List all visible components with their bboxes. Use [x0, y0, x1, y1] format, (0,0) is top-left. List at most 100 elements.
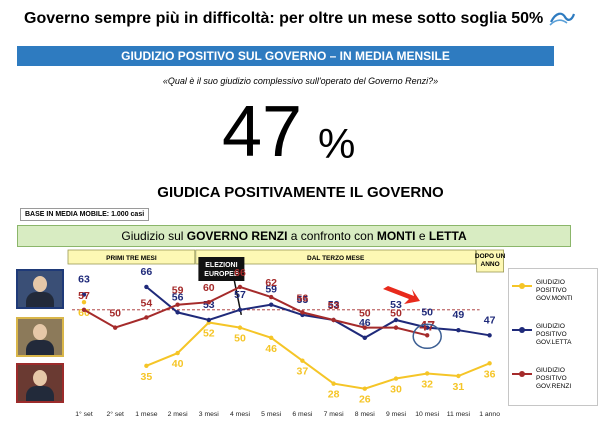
renzi-point: [425, 333, 430, 338]
renzi-point: [300, 310, 305, 315]
renzi-data-label: 47: [419, 317, 435, 333]
monti-data-label: 35: [141, 371, 153, 383]
monti-point: [362, 386, 367, 391]
comparison-renzi: GOVERNO RENZI: [186, 229, 288, 243]
comparison-letta: LETTA: [428, 229, 467, 243]
legend-label: GIUDIZIO POSITIVO GOV.MONTI: [536, 279, 573, 302]
legend-item-monti: GIUDIZIO POSITIVO GOV.MONTI: [512, 279, 596, 309]
renzi-data-label: 62: [265, 277, 277, 289]
renzi-data-label: 50: [390, 308, 402, 320]
renzi-point: [362, 325, 367, 330]
legend-item-renzi: GIUDIZIO POSITIVO GOV.RENZI: [512, 367, 596, 397]
monti-data-label: 30: [390, 384, 402, 396]
annotation-label: ELEZIONI: [205, 262, 237, 269]
renzi-data-label: 66: [234, 267, 246, 279]
section-band: GIUDIZIO POSITIVO SUL GOVERNO – IN MEDIA…: [17, 46, 554, 66]
letta-data-label: 56: [172, 291, 184, 303]
letta-data-label: 47: [484, 314, 496, 326]
letta-data-label: 63: [78, 274, 90, 286]
renzi-point: [393, 325, 399, 330]
subtitle: GIUDICA POSITIVAMENTE IL GOVERNO: [157, 184, 444, 201]
monti-point: [175, 350, 180, 356]
letta-point: [487, 333, 492, 338]
x-tick-label: 11 mesi: [447, 411, 471, 418]
letta-point: [456, 327, 461, 333]
comparison-middle: a confronto con: [287, 229, 377, 243]
monti-portrait: [16, 269, 64, 309]
renzi-point: [113, 325, 118, 330]
letta-point: [175, 310, 180, 315]
monti-point: [331, 381, 336, 386]
legend-item-letta: GIUDIZIO POSITIVO GOV.LETTA: [512, 323, 596, 353]
x-tick-label: 3 mesi: [199, 411, 220, 418]
monti-data-label: 60: [78, 307, 90, 319]
renzi-series-line: [83, 285, 428, 337]
monti-point: [237, 325, 243, 330]
renzi-point: [206, 299, 211, 305]
letta-data-label: 53: [328, 299, 340, 311]
letta-data-label: 66: [141, 266, 153, 278]
x-tick-label: 10 mesi: [415, 411, 439, 418]
phase-box: [67, 249, 196, 265]
x-tick-label: 1 anno: [479, 411, 500, 418]
x-tick-label: 4 mesi: [230, 411, 251, 418]
renzi-data-label: 54: [141, 297, 153, 309]
letta-point: [393, 317, 399, 323]
renzi-data-label: 50: [359, 308, 371, 320]
x-tick-label: 8 mesi: [355, 411, 376, 418]
x-tick-label: 2 mesi: [168, 411, 189, 418]
phase-label: PRIMI TRE MESI: [106, 255, 157, 262]
letta-point: [81, 292, 87, 297]
monti-point: [487, 361, 492, 366]
comparison-monti: MONTI: [376, 229, 416, 243]
monti-point: [269, 335, 274, 341]
x-tick-label: 2° set: [106, 410, 124, 418]
renzi-point: [331, 317, 336, 323]
chart-legend: GIUDIZIO POSITIVO GOV.MONTI GIUDIZIO POSI…: [508, 268, 598, 406]
letta-data-label: 49: [453, 309, 465, 321]
letta-data-label: 50: [421, 307, 433, 319]
monti-point: [300, 358, 305, 363]
monti-data-label: 26: [359, 394, 371, 406]
x-tick-label: 9 mesi: [386, 411, 407, 418]
base-note: BASE IN MEDIA MOBILE: 1.000 casi: [20, 208, 150, 221]
renzi-point: [175, 302, 180, 307]
renzi-point: [237, 284, 243, 290]
headline-percentage: 47 %: [222, 90, 382, 174]
monti-series-line: [146, 321, 490, 390]
letta-point: [237, 307, 243, 313]
renzi-portrait: [16, 363, 64, 403]
monti-point: [81, 299, 87, 305]
renzi-point: [81, 307, 87, 313]
letta-data-label: 53: [390, 299, 402, 311]
renzi-data-label: 53: [328, 300, 340, 312]
headline-unit: %: [318, 120, 356, 167]
monti-data-label: 36: [484, 368, 496, 380]
monti-point: [456, 373, 461, 379]
letta-data-label: 57: [234, 289, 246, 301]
x-tick-label: 7 mesi: [324, 411, 345, 418]
letta-point: [206, 317, 211, 323]
monti-data-label: 52: [203, 328, 215, 340]
renzi-point: [269, 294, 274, 300]
page-title: Governo sempre più in difficoltà: per ol…: [24, 10, 544, 27]
letta-series-line: [145, 286, 490, 339]
phase-box: [195, 249, 476, 265]
monti-data-label: 50: [234, 333, 246, 345]
annotation-label: EUROPEE: [204, 271, 239, 278]
letta-point: [269, 302, 274, 307]
letta-data-label: 55: [297, 294, 309, 306]
legend-label: GIUDIZIO POSITIVO GOV.RENZI: [536, 367, 572, 390]
letta-data-label: 46: [359, 317, 371, 329]
red-arrow: [383, 286, 420, 304]
highlight-circle: [412, 323, 442, 350]
renzi-data-label: 57: [78, 290, 90, 302]
letta-portrait: [16, 317, 64, 357]
monti-point: [393, 376, 399, 381]
phase-label: DOPO UN ANNO: [475, 253, 506, 268]
letta-point: [362, 335, 367, 341]
renzi-data-label: 59: [172, 285, 184, 297]
headline-value: 47: [222, 92, 303, 172]
x-tick-label: 5 mesi: [261, 411, 282, 418]
